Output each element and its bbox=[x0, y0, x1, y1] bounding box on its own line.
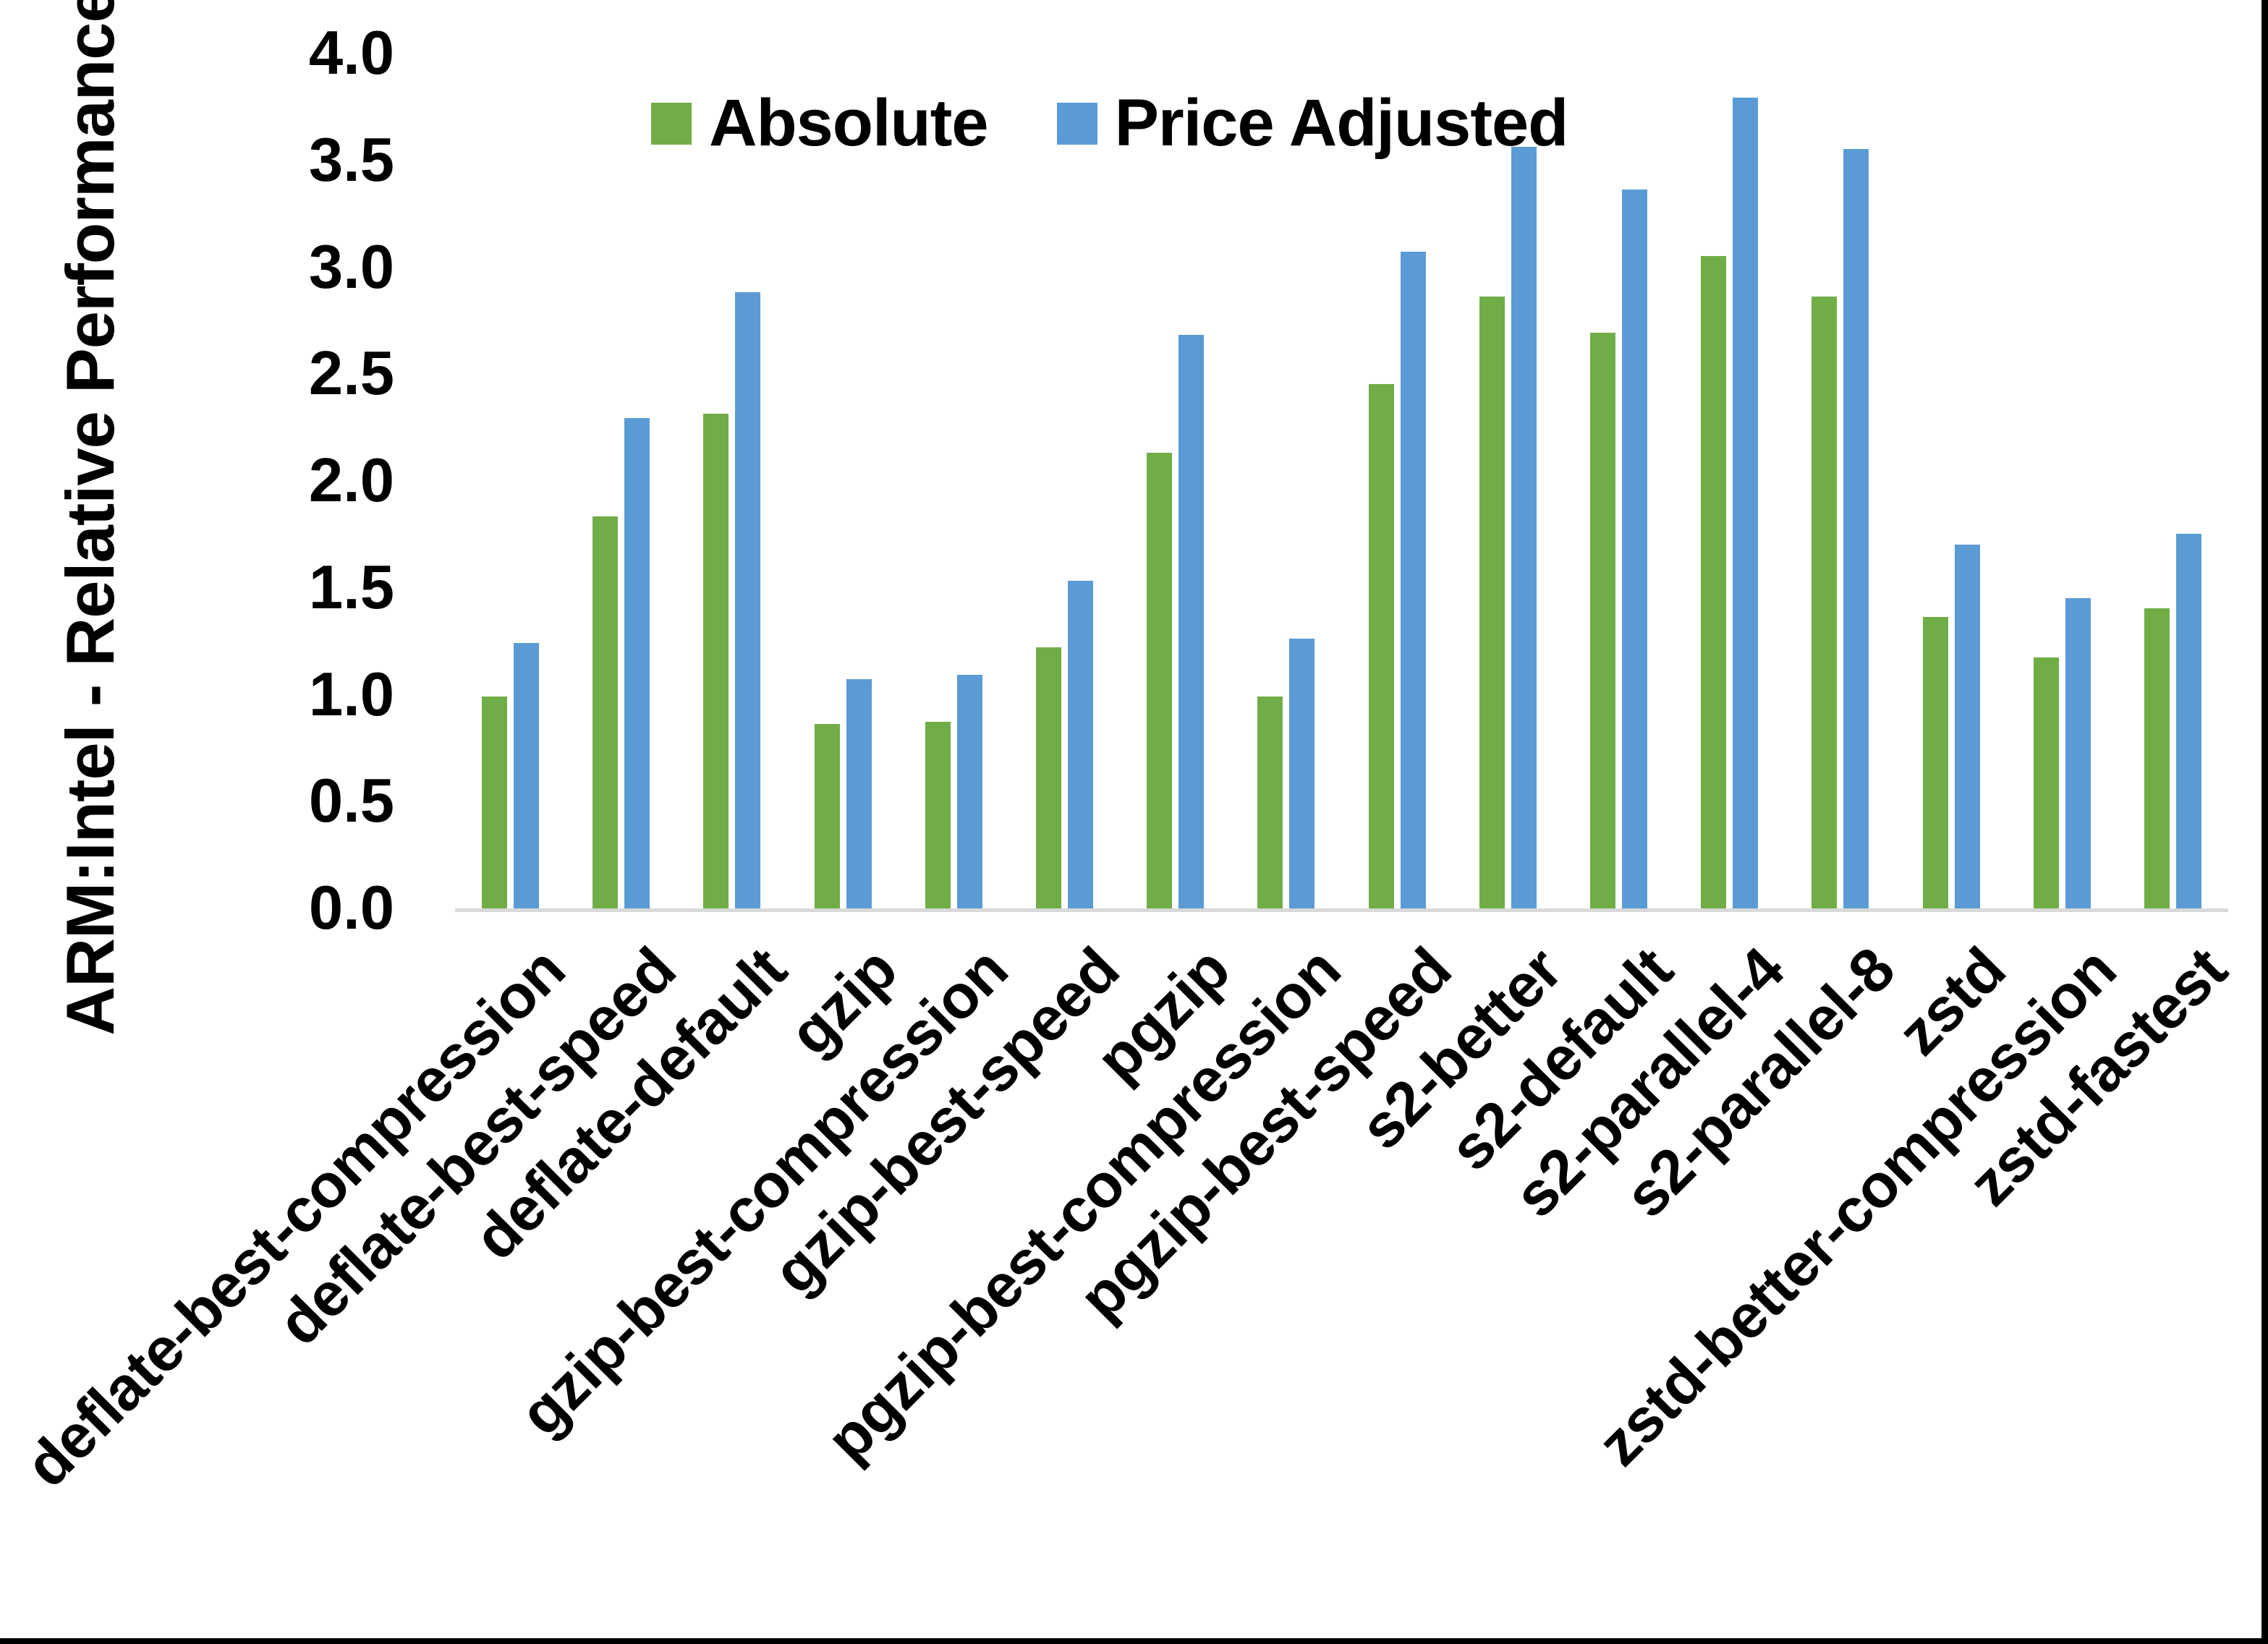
bar-price-adjusted bbox=[1843, 149, 1869, 910]
bar-price-adjusted bbox=[2065, 597, 2091, 910]
y-tick-label: 3.5 bbox=[308, 125, 394, 195]
y-tick-label: 4.0 bbox=[308, 19, 394, 88]
x-axis-line bbox=[455, 908, 2228, 912]
bar-absolute bbox=[1257, 696, 1283, 910]
y-tick-label: 3.0 bbox=[308, 232, 394, 302]
y-tick-label: 0.0 bbox=[308, 874, 394, 943]
bar-absolute bbox=[1701, 255, 1727, 910]
bar-price-adjusted bbox=[1178, 335, 1205, 910]
y-tick-label: 2.5 bbox=[308, 339, 394, 409]
bar-price-adjusted bbox=[624, 418, 650, 910]
bar-price-adjusted bbox=[1733, 98, 1759, 910]
bar-price-adjusted bbox=[1068, 580, 1094, 910]
slide-border-right bbox=[2261, 0, 2268, 1644]
bar-price-adjusted bbox=[735, 292, 761, 910]
bar-price-adjusted bbox=[956, 674, 982, 910]
bar-absolute bbox=[703, 414, 729, 910]
bar-absolute bbox=[1589, 333, 1615, 910]
y-tick-label: 1.5 bbox=[308, 553, 394, 622]
bar-absolute bbox=[925, 721, 951, 910]
y-tick-label: 1.0 bbox=[308, 660, 394, 729]
bar-absolute bbox=[1036, 647, 1062, 910]
bar-price-adjusted bbox=[514, 642, 540, 910]
bar-absolute bbox=[593, 516, 619, 910]
bar-price-adjusted bbox=[1400, 251, 1426, 910]
legend: Absolute Price Adjusted bbox=[651, 85, 1568, 161]
bar-absolute bbox=[2033, 657, 2059, 910]
absolute-series-swatch bbox=[651, 102, 692, 145]
bar-absolute bbox=[1922, 617, 1948, 910]
bar-price-adjusted bbox=[2175, 533, 2201, 910]
bar-absolute bbox=[2144, 608, 2170, 910]
y-tick-label: 0.5 bbox=[308, 767, 394, 836]
bar-absolute bbox=[1812, 296, 1838, 910]
legend-item-price-adjusted: Price Adjusted bbox=[1056, 85, 1569, 161]
bar-absolute bbox=[482, 696, 508, 910]
slide-border-bottom bbox=[0, 1638, 2268, 1644]
legend-label-absolute: Absolute bbox=[709, 86, 989, 160]
y-tick-label: 2.0 bbox=[308, 446, 394, 516]
bar-price-adjusted bbox=[1289, 638, 1315, 910]
price-adjusted-series-swatch bbox=[1056, 102, 1097, 145]
bar-absolute bbox=[814, 723, 840, 910]
bar-price-adjusted bbox=[1511, 147, 1537, 910]
bar-price-adjusted bbox=[1621, 189, 1647, 910]
bar-price-adjusted bbox=[1954, 544, 1980, 910]
legend-label-price-adjusted: Price Adjusted bbox=[1114, 86, 1569, 160]
bar-absolute bbox=[1368, 384, 1394, 910]
bar-absolute bbox=[1147, 452, 1173, 910]
bar-price-adjusted bbox=[846, 678, 872, 910]
legend-item-absolute: Absolute bbox=[651, 85, 989, 161]
bar-absolute bbox=[1479, 296, 1505, 910]
